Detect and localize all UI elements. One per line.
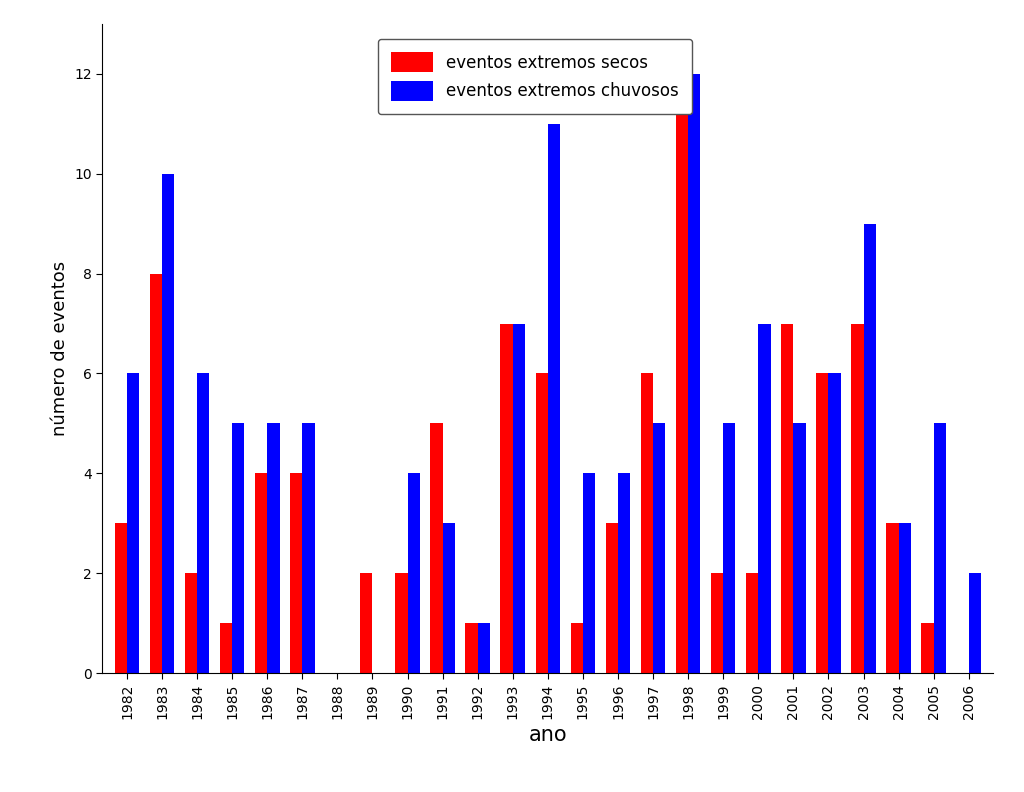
- Bar: [583, 474, 595, 673]
- Bar: [267, 424, 280, 673]
- Bar: [746, 573, 759, 673]
- Bar: [466, 623, 477, 673]
- Bar: [408, 474, 420, 673]
- Bar: [536, 374, 548, 673]
- Bar: [606, 524, 618, 673]
- Bar: [430, 424, 442, 673]
- Bar: [570, 623, 583, 673]
- Bar: [127, 374, 139, 673]
- Bar: [794, 424, 806, 673]
- Bar: [302, 424, 314, 673]
- Bar: [477, 623, 489, 673]
- Bar: [360, 573, 373, 673]
- Bar: [641, 374, 653, 673]
- Bar: [150, 273, 162, 673]
- Bar: [781, 323, 794, 673]
- Bar: [723, 424, 735, 673]
- Bar: [934, 424, 946, 673]
- Bar: [618, 474, 630, 673]
- Bar: [863, 223, 876, 673]
- Bar: [115, 524, 127, 673]
- Bar: [969, 573, 981, 673]
- Bar: [828, 374, 841, 673]
- Bar: [184, 573, 197, 673]
- Bar: [501, 323, 513, 673]
- Bar: [255, 474, 267, 673]
- Bar: [548, 124, 560, 673]
- Bar: [922, 623, 934, 673]
- Bar: [851, 323, 863, 673]
- Bar: [513, 323, 525, 673]
- Bar: [220, 623, 232, 673]
- Bar: [232, 424, 245, 673]
- Bar: [899, 524, 911, 673]
- Bar: [395, 573, 408, 673]
- Bar: [197, 374, 209, 673]
- Bar: [759, 323, 770, 673]
- Y-axis label: número de eventos: número de eventos: [51, 261, 69, 436]
- Bar: [711, 573, 723, 673]
- Bar: [653, 424, 666, 673]
- X-axis label: ano: ano: [528, 725, 567, 744]
- Bar: [442, 524, 455, 673]
- Bar: [688, 74, 700, 673]
- Bar: [162, 173, 174, 673]
- Bar: [290, 474, 302, 673]
- Bar: [887, 524, 899, 673]
- Bar: [676, 74, 688, 673]
- Bar: [816, 374, 828, 673]
- Legend: eventos extremos secos, eventos extremos chuvosos: eventos extremos secos, eventos extremos…: [378, 39, 692, 114]
